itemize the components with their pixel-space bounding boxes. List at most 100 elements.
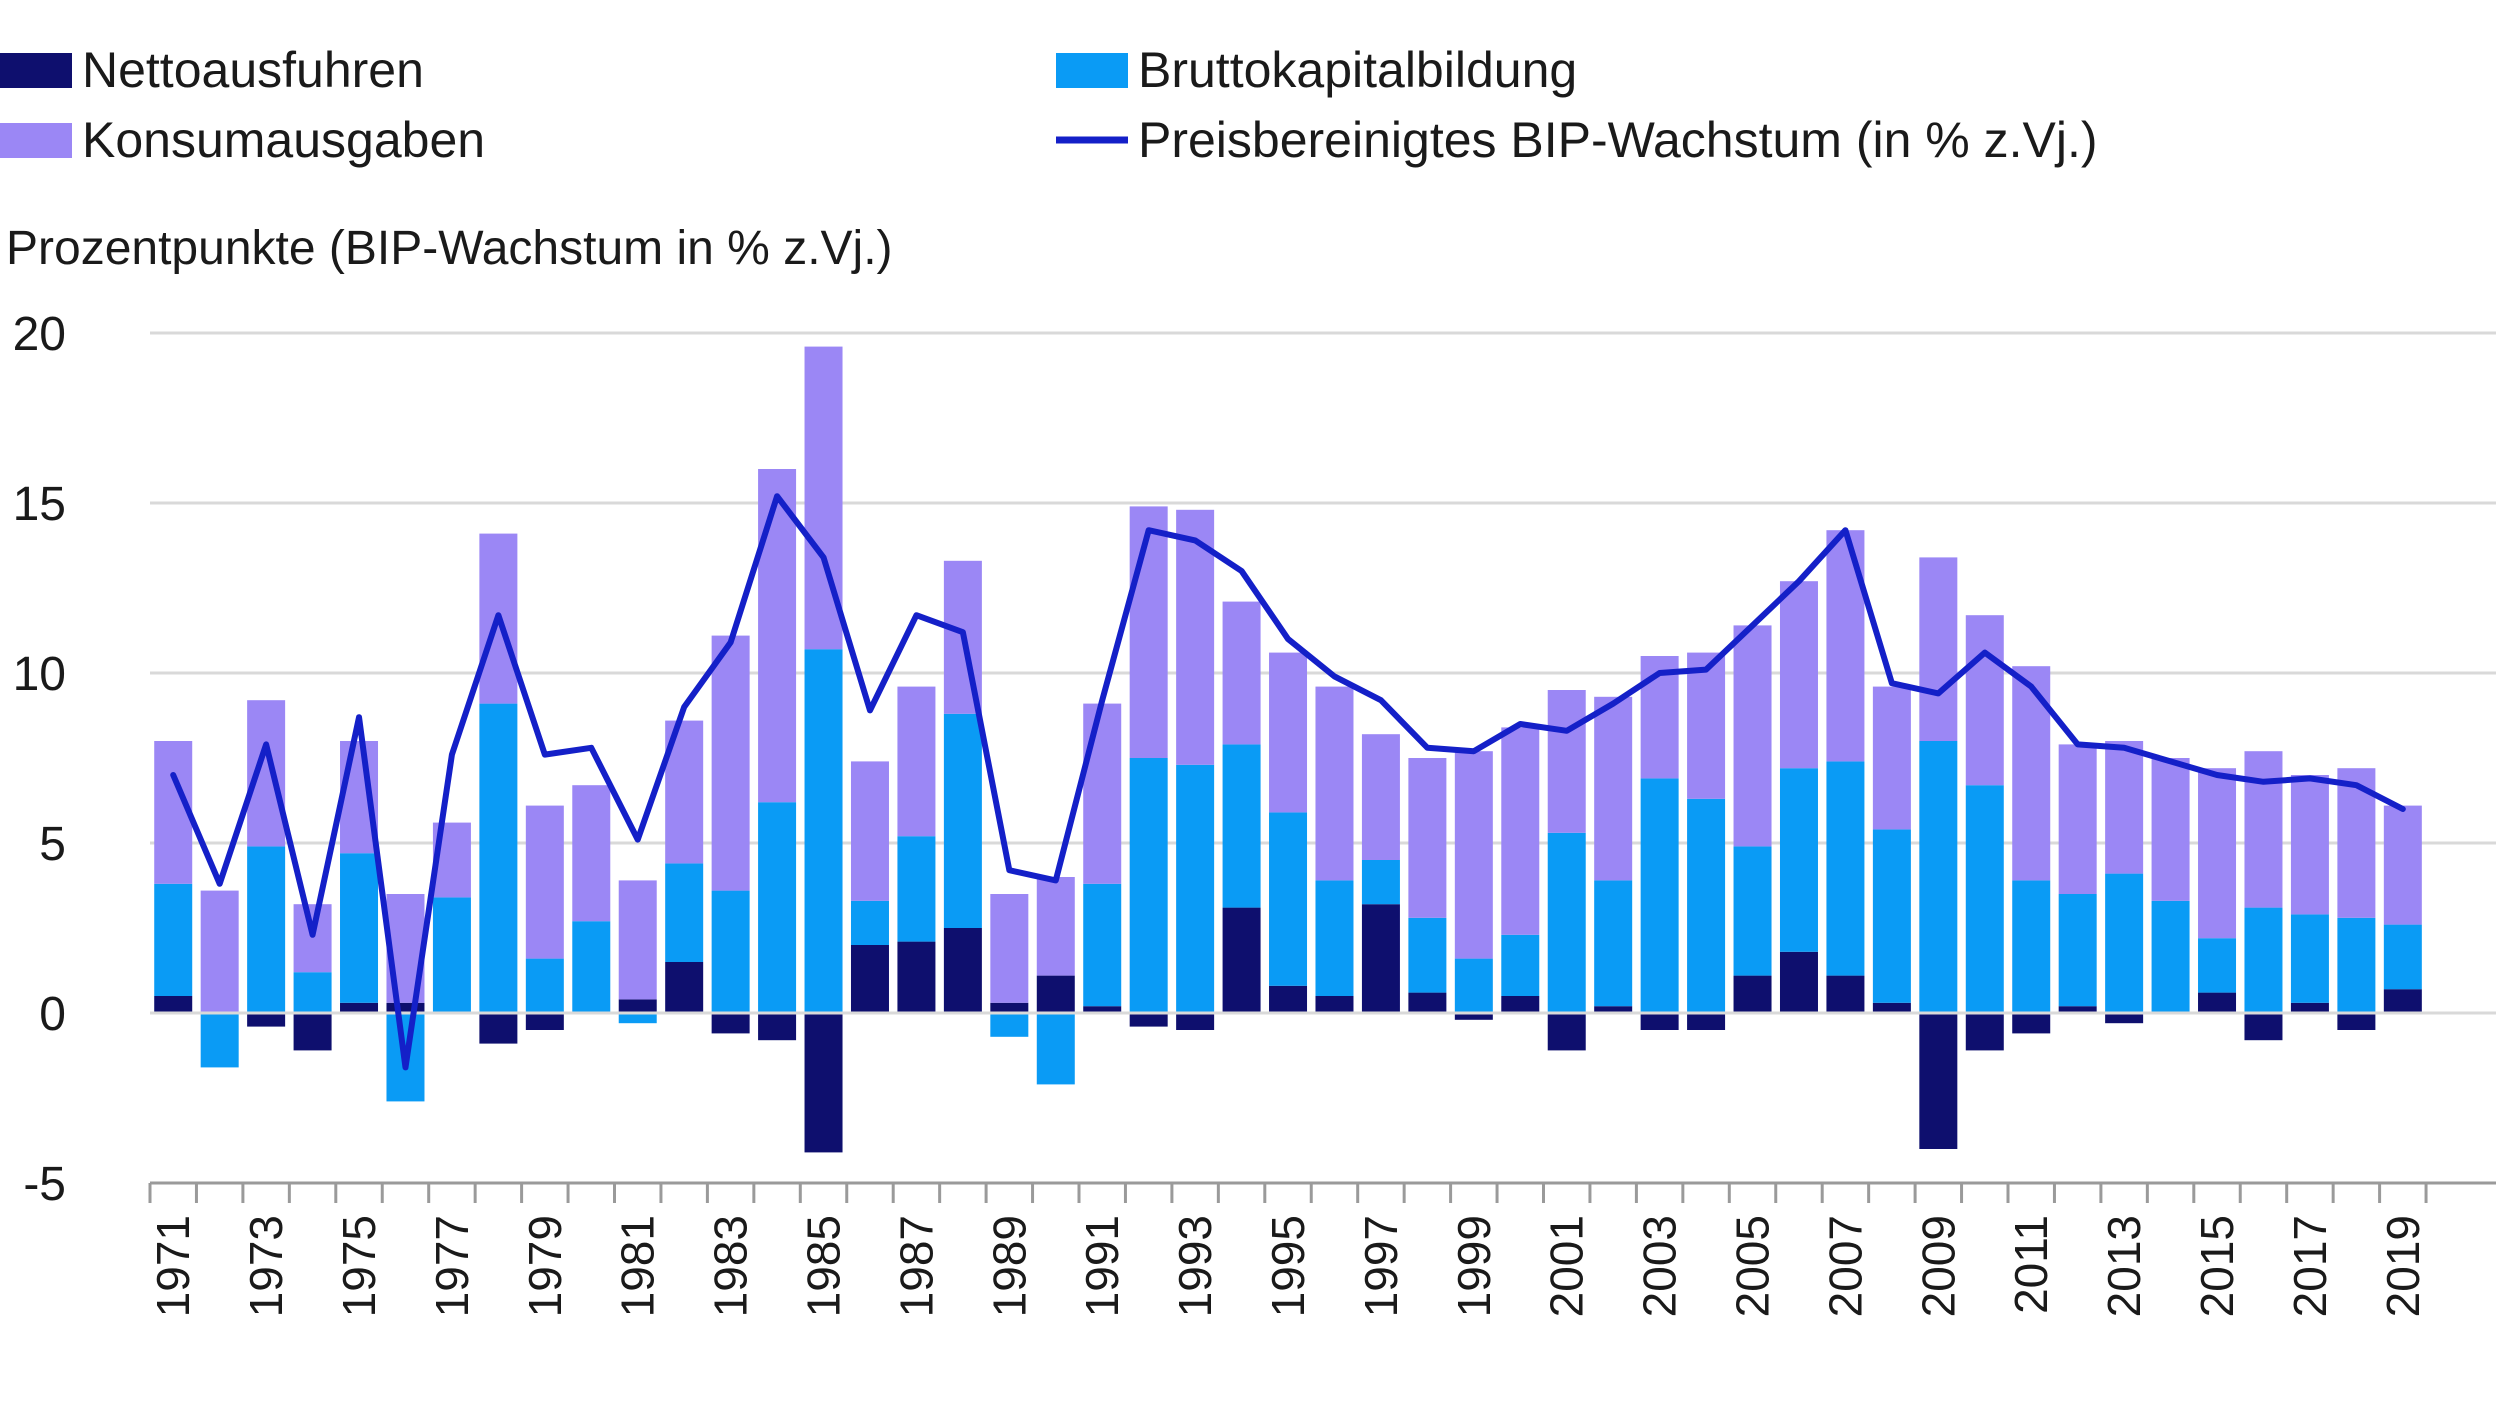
x-tick-label-1975: 1975 [333, 1215, 385, 1317]
bar-nettoausfuhren-2009 [1919, 1013, 1958, 1149]
bar-bruttokapitalbildung-2005 [1733, 846, 1772, 976]
bar-bruttokapitalbildung-2002 [1594, 880, 1633, 1007]
legend-label-con: Konsumausgaben [82, 112, 485, 168]
legend-item-inv[interactable]: Bruttokapitalbildung [1056, 42, 1577, 98]
bar-nettoausfuhren-2000 [1501, 996, 1540, 1013]
bar-nettoausfuhren-1993 [1176, 1013, 1215, 1030]
bar-nettoausfuhren-2008 [1872, 1002, 1911, 1013]
bar-konsumausgaben-1999 [1454, 751, 1493, 959]
bar-bruttokapitalbildung-2011 [2012, 880, 2051, 1013]
bar-nettoausfuhren-2001 [1547, 1013, 1586, 1051]
bar-bruttokapitalbildung-2006 [1779, 768, 1818, 952]
bar-bruttokapitalbildung-1977 [432, 897, 471, 1013]
bar-nettoausfuhren-2018 [2337, 1013, 2376, 1030]
x-tick-label-1987: 1987 [890, 1215, 942, 1317]
bar-bruttokapitalbildung-1985 [804, 649, 843, 1013]
bar-nettoausfuhren-2010 [1965, 1013, 2004, 1051]
x-tick-label-1989: 1989 [983, 1215, 1035, 1317]
x-tick-label-2003: 2003 [1634, 1215, 1686, 1317]
bar-nettoausfuhren-2006 [1779, 951, 1818, 1013]
x-axis-ticks: 1971 1973 1975 1977 1979 1981 1983 1985 1987 1989… [147, 1215, 2429, 1317]
gdp-growth-polyline [170, 493, 2406, 1071]
bar-nettoausfuhren-2003 [1640, 1013, 1679, 1030]
bar-konsumausgaben-2011 [2012, 666, 2051, 881]
bar-bruttokapitalbildung-2009 [1919, 741, 1958, 1013]
bar-konsumausgaben-2004 [1687, 652, 1726, 799]
x-tick-label-1981: 1981 [612, 1215, 664, 1317]
bar-bruttokapitalbildung-1974 [293, 972, 332, 1013]
bar-bruttokapitalbildung-2001 [1547, 832, 1586, 1013]
bar-nettoausfuhren-2012 [2058, 1006, 2097, 1013]
bar-nettoausfuhren-1978 [479, 1013, 518, 1044]
bar-nettoausfuhren-1976 [386, 1002, 425, 1013]
legend-item-net[interactable]: Nettoausfuhren [0, 42, 424, 98]
bar-bruttokapitalbildung-1980 [572, 921, 611, 1013]
bar-bruttokapitalbildung-2010 [1965, 785, 2004, 1013]
bar-bruttokapitalbildung-2008 [1872, 829, 1911, 1003]
bar-konsumausgaben-1981 [618, 880, 657, 1000]
x-tick-label-1999: 1999 [1448, 1215, 1500, 1317]
y-tick-label: 0 [39, 988, 66, 1041]
bar-nettoausfuhren-2002 [1594, 1006, 1633, 1013]
legend: Nettoausfuhren Bruttokapitalbildung Kons… [0, 42, 2098, 168]
bar-konsumausgaben-2014 [2151, 758, 2190, 901]
bar-nettoausfuhren-2017 [2290, 1002, 2329, 1013]
bar-nettoausfuhren-2011 [2012, 1013, 2051, 1034]
bar-nettoausfuhren-1974 [293, 1013, 332, 1051]
bar-bruttokapitalbildung-2003 [1640, 778, 1679, 1013]
bar-konsumausgaben-2013 [2105, 741, 2144, 874]
bar-konsumausgaben-2002 [1594, 696, 1633, 881]
y-tick-label: 20 [13, 308, 66, 361]
bar-konsumausgaben-2006 [1779, 581, 1818, 769]
legend-label-gdp: Preisbereinigtes BIP-Wachstum (in % z.Vj… [1138, 112, 2098, 168]
bar-bruttokapitalbildung-1981 [618, 1013, 657, 1024]
bar-bruttokapitalbildung-2016 [2244, 907, 2283, 1013]
bar-nettoausfuhren-1987 [897, 941, 936, 1013]
bar-konsumausgaben-1972 [200, 890, 239, 1013]
x-tick-label-1991: 1991 [1076, 1215, 1128, 1317]
legend-item-con[interactable]: Konsumausgaben [0, 112, 485, 168]
bar-bruttokapitalbildung-2018 [2337, 917, 2376, 1013]
bar-bruttokapitalbildung-1982 [665, 863, 704, 962]
bar-konsumausgaben-1973 [247, 700, 286, 847]
y-tick-label: -5 [23, 1158, 66, 1211]
legend-swatch-inv [1056, 53, 1128, 88]
x-tick-label-1995: 1995 [1262, 1215, 1314, 1317]
bar-bruttokapitalbildung-1992 [1129, 758, 1168, 1013]
bar-nettoausfuhren-2013 [2105, 1013, 2144, 1024]
bar-nettoausfuhren-1991 [1083, 1006, 1122, 1013]
bar-konsumausgaben-2005 [1733, 625, 1772, 847]
bar-konsumausgaben-2017 [2290, 775, 2329, 915]
bar-bruttokapitalbildung-1983 [711, 890, 750, 1013]
bar-konsumausgaben-2010 [1965, 615, 2004, 786]
bar-bruttokapitalbildung-1990 [1036, 1013, 1075, 1085]
bar-konsumausgaben-2015 [2198, 768, 2237, 939]
x-tick-label-1983: 1983 [705, 1215, 757, 1317]
bar-konsumausgaben-1995 [1269, 652, 1308, 813]
legend-swatch-con [0, 123, 72, 158]
bar-bruttokapitalbildung-1999 [1454, 958, 1493, 1013]
bar-nettoausfuhren-1988 [943, 928, 982, 1013]
bar-bruttokapitalbildung-1993 [1176, 764, 1215, 1013]
x-tick-label-1997: 1997 [1355, 1215, 1407, 1317]
bar-konsumausgaben-2012 [2058, 744, 2097, 894]
legend-item-gdp[interactable]: Preisbereinigtes BIP-Wachstum (in % z.Vj… [1056, 112, 2098, 168]
bar-bruttokapitalbildung-1996 [1315, 880, 1354, 996]
bar-nettoausfuhren-1996 [1315, 996, 1354, 1013]
bar-konsumausgaben-1971 [154, 741, 193, 884]
bar-bruttokapitalbildung-1995 [1269, 812, 1308, 986]
y-tick-label: 10 [13, 648, 66, 701]
legend-swatch-net [0, 53, 72, 88]
bar-bruttokapitalbildung-2019 [2383, 924, 2422, 990]
legend-label-net: Nettoausfuhren [82, 42, 424, 98]
bar-konsumausgaben-1990 [1036, 877, 1075, 976]
bar-nettoausfuhren-1990 [1036, 975, 1075, 1013]
x-tick-label-2019: 2019 [2377, 1215, 2429, 1317]
bar-bruttokapitalbildung-2012 [2058, 894, 2097, 1007]
bar-konsumausgaben-1996 [1315, 686, 1354, 881]
x-tick-label-1971: 1971 [147, 1215, 199, 1317]
bar-konsumausgaben-1980 [572, 785, 611, 922]
bar-bruttokapitalbildung-1986 [850, 900, 889, 945]
bar-konsumausgaben-1989 [990, 894, 1029, 1003]
bar-bruttokapitalbildung-1994 [1222, 744, 1261, 908]
